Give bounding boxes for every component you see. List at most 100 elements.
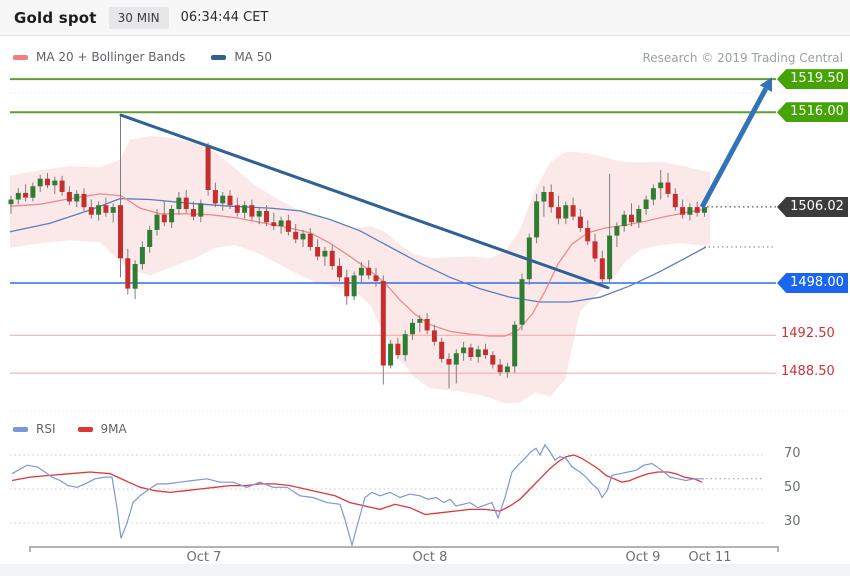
timeframe-badge[interactable]: 30 MIN bbox=[108, 6, 169, 29]
candle-body bbox=[577, 216, 583, 228]
candle-body bbox=[504, 366, 510, 373]
candle-body bbox=[672, 193, 678, 208]
candle-body bbox=[694, 207, 700, 213]
candle-body bbox=[234, 205, 240, 213]
candle-body bbox=[212, 190, 218, 204]
candle-body bbox=[271, 222, 277, 227]
candle-body bbox=[563, 205, 569, 219]
legend-item-rsi[interactable]: RSI bbox=[13, 422, 56, 436]
candle-body bbox=[176, 197, 182, 209]
instrument-title: Gold spot bbox=[14, 8, 97, 27]
candle-body bbox=[110, 207, 116, 213]
x-axis-line bbox=[29, 546, 779, 552]
candle-body bbox=[402, 334, 408, 356]
candle-body bbox=[205, 146, 211, 190]
candle-body bbox=[161, 214, 167, 223]
candle-body bbox=[103, 205, 109, 213]
main-legend: MA 20 + Bollinger Bands MA 50 bbox=[13, 50, 272, 64]
candle-body bbox=[636, 209, 642, 223]
legend-label: 9MA bbox=[100, 422, 127, 436]
footer-strip bbox=[0, 564, 850, 576]
candle-body bbox=[264, 210, 269, 223]
candle-body bbox=[52, 180, 58, 186]
rsi-legend: RSI 9MA bbox=[13, 422, 127, 436]
candle-body bbox=[337, 265, 342, 278]
candle-body bbox=[198, 203, 204, 217]
candle-body bbox=[395, 343, 401, 356]
rsi-swatch-icon bbox=[13, 426, 28, 432]
candle-body bbox=[293, 231, 299, 240]
candle-body bbox=[358, 267, 364, 276]
candle-body bbox=[439, 341, 445, 359]
legend-item-ma50[interactable]: MA 50 bbox=[211, 50, 272, 64]
candle-body bbox=[278, 220, 284, 227]
candle-body bbox=[512, 324, 518, 367]
candle-body bbox=[169, 209, 175, 223]
candle-body bbox=[329, 250, 335, 266]
candle-body bbox=[125, 258, 131, 289]
candle-body bbox=[483, 349, 488, 356]
candle-body bbox=[541, 192, 547, 202]
resistance-trendline bbox=[119, 113, 610, 290]
research-watermark: Research © 2019 Trading Central bbox=[642, 51, 843, 65]
candle-body bbox=[344, 277, 350, 297]
rsi-line bbox=[11, 443, 704, 548]
legend-label: MA 20 + Bollinger Bands bbox=[36, 50, 186, 64]
candle-body bbox=[424, 319, 430, 331]
candle-body bbox=[37, 178, 43, 187]
candle-body bbox=[15, 192, 21, 200]
9ma-swatch-icon bbox=[77, 426, 93, 432]
candle-body bbox=[366, 267, 372, 276]
candle-body bbox=[315, 247, 321, 257]
ma50-line bbox=[9, 197, 707, 303]
candle-body bbox=[497, 364, 503, 373]
candle-body bbox=[519, 279, 525, 325]
candle-body bbox=[643, 199, 649, 209]
candle-body bbox=[191, 209, 196, 217]
candle-body bbox=[183, 197, 189, 209]
candle-body bbox=[96, 205, 102, 215]
candle-body bbox=[621, 214, 627, 227]
candle-body bbox=[629, 214, 634, 223]
candle-body bbox=[23, 192, 29, 198]
candle-body bbox=[139, 247, 145, 265]
candle-body bbox=[534, 201, 540, 238]
candle-body bbox=[702, 207, 707, 213]
candle-body bbox=[88, 207, 94, 215]
candle-body bbox=[410, 322, 415, 335]
candle-body bbox=[227, 195, 233, 206]
candle-body bbox=[380, 281, 386, 366]
legend-label: MA 50 bbox=[234, 50, 272, 64]
candle-body bbox=[453, 353, 459, 365]
candle-body bbox=[388, 343, 394, 366]
candle-body bbox=[570, 205, 576, 217]
candle-body bbox=[592, 241, 598, 259]
candle-body bbox=[220, 195, 226, 204]
candle-body bbox=[351, 275, 357, 297]
candle-body bbox=[300, 233, 306, 240]
candle-body bbox=[322, 250, 328, 257]
candle-body bbox=[132, 264, 138, 289]
candle-body bbox=[66, 192, 72, 202]
rsi-9ma-line bbox=[11, 454, 703, 516]
legend-item-9ma[interactable]: 9MA bbox=[77, 422, 127, 436]
candle-body bbox=[431, 330, 437, 342]
legend-item-ma20-bollinger[interactable]: MA 20 + Bollinger Bands bbox=[13, 50, 185, 64]
candle-body bbox=[307, 233, 313, 247]
clock-time: 06:34:44 CET bbox=[180, 10, 269, 25]
candle-body bbox=[59, 180, 65, 192]
forecast-arrow-head-icon bbox=[759, 77, 772, 92]
candle-body bbox=[417, 319, 423, 323]
candle-body bbox=[81, 193, 87, 208]
candle-body bbox=[614, 226, 620, 236]
candle-body bbox=[242, 205, 248, 213]
candle-body bbox=[118, 205, 123, 259]
candle-body bbox=[680, 207, 686, 215]
candle-body bbox=[256, 210, 262, 217]
ma20-bollinger-swatch-icon bbox=[13, 54, 28, 60]
candle-body bbox=[585, 228, 591, 242]
candle-body bbox=[446, 358, 452, 365]
candle-body bbox=[687, 207, 693, 215]
candle-body bbox=[658, 182, 664, 189]
